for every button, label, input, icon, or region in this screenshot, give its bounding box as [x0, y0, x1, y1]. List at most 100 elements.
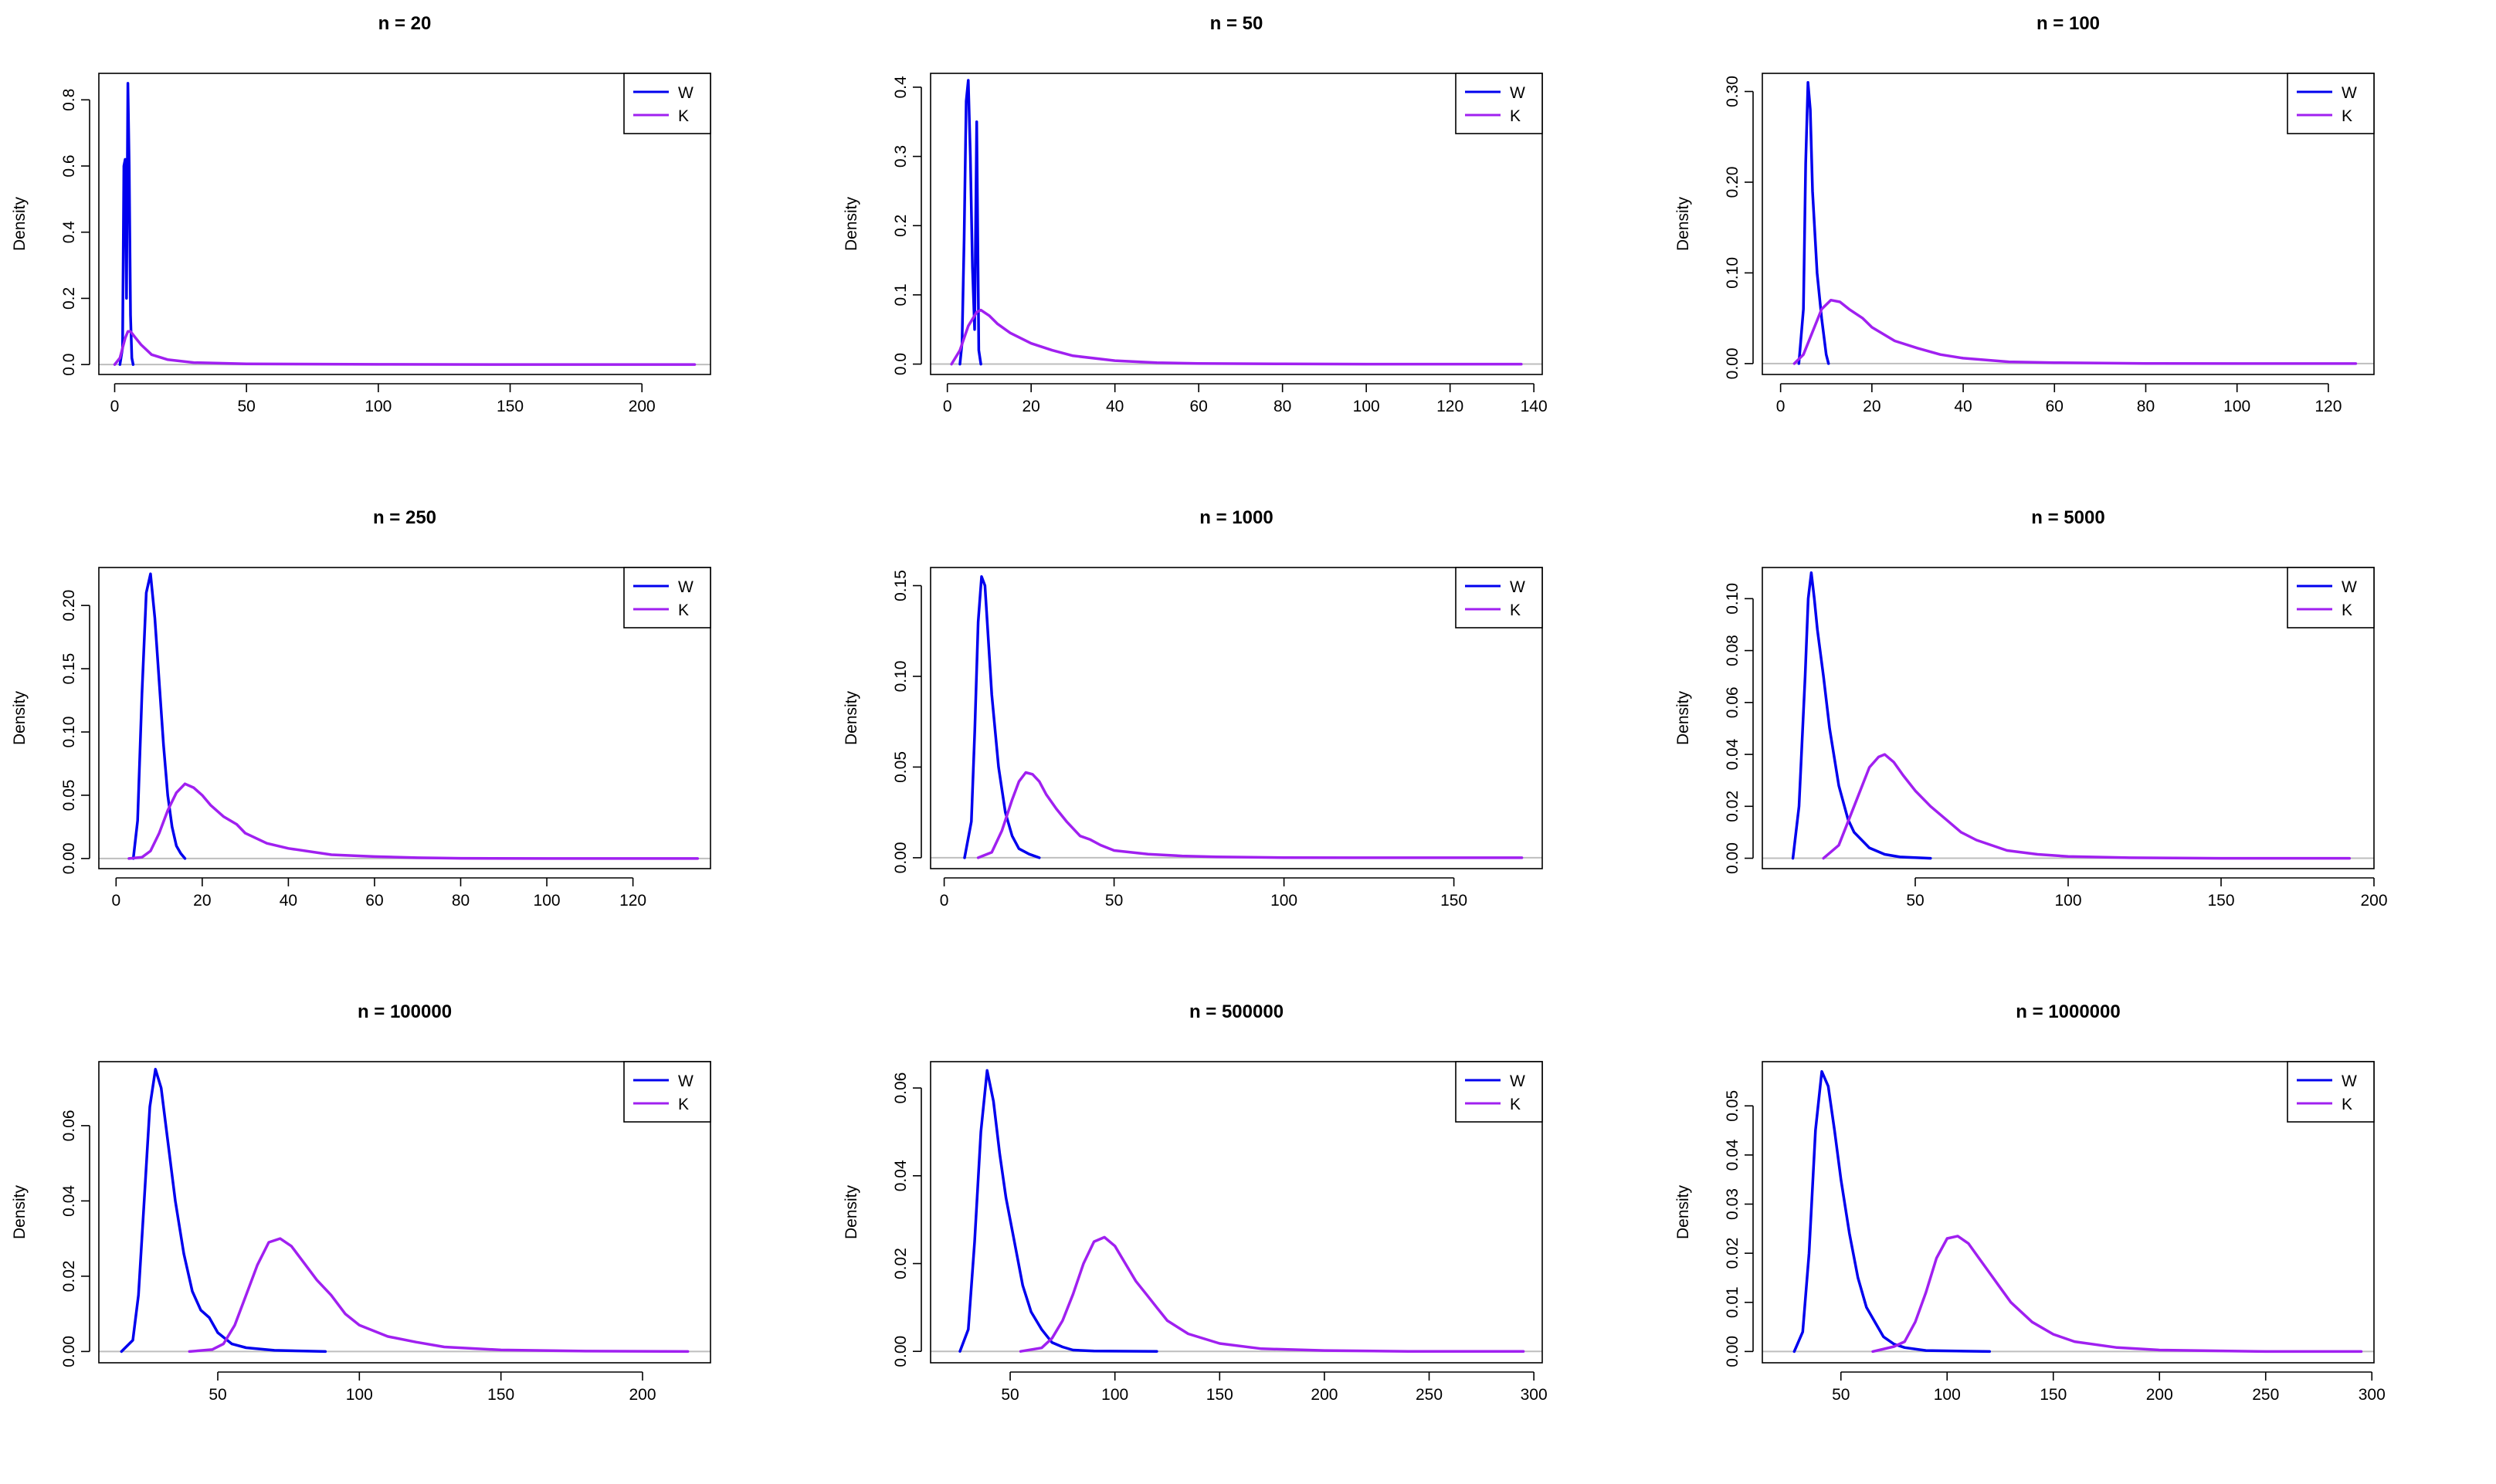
legend-label-w: W — [2342, 578, 2357, 596]
x-tick-label: 50 — [1832, 1386, 1850, 1404]
y-axis-label: Density — [1674, 196, 1692, 251]
density-plot: n = 1000000 Density 50 100 150 200 250 300 0.00 0… — [1674, 1001, 2386, 1404]
y-axis-label: Density — [11, 690, 29, 745]
x-tick-label: 80 — [1273, 398, 1291, 415]
plot-frame — [98, 73, 711, 375]
density-plot: n = 5000 Density 50 100 150 200 0.00 0.02 0.04 0.… — [1674, 507, 2388, 910]
x-tick-label: 0 — [1776, 398, 1786, 415]
y-tick-label: 0.05 — [60, 780, 78, 811]
y-tick-label: 0.4 — [60, 221, 78, 244]
x-tick-label: 40 — [1106, 398, 1124, 415]
x-tick-label: 50 — [1906, 892, 1924, 910]
x-tick-label: 40 — [1954, 398, 1972, 415]
plot-frame — [930, 567, 1543, 869]
x-tick-label: 60 — [2046, 398, 2064, 415]
x-tick-label: 50 — [209, 1386, 226, 1404]
x-tick-label: 200 — [1311, 1386, 1338, 1404]
x-tick-label: 60 — [365, 892, 383, 910]
series-line-k — [188, 1237, 690, 1354]
x-tick-label: 140 — [1521, 398, 1548, 415]
density-plot: n = 50 Density 0 20 40 60 80 100 120 140 0.0 0.1 0.2… — [843, 13, 1548, 415]
y-tick-label: 0.06 — [1724, 686, 1741, 718]
x-tick-label: 100 — [365, 398, 392, 415]
density-panel: n = 250 Density 0 20 40 60 80 100 120 0.00 0.05 0.1… — [0, 494, 832, 988]
legend-label-k: K — [2342, 601, 2352, 619]
y-tick-label: 0.06 — [60, 1110, 78, 1141]
legend-label-w: W — [1510, 1072, 1525, 1090]
x-tick-label: 250 — [2252, 1386, 2279, 1404]
legend: WK — [623, 73, 711, 134]
y-tick-label: 0.01 — [1724, 1286, 1741, 1318]
x-tick-label: 50 — [1105, 892, 1123, 910]
plot-title: n = 50 — [1210, 13, 1263, 34]
legend: WK — [2287, 1061, 2375, 1123]
legend-box — [1455, 73, 1543, 134]
legend: WK — [2287, 567, 2375, 628]
y-tick-label: 0.15 — [60, 653, 78, 685]
legend-box — [2287, 73, 2375, 134]
y-tick-label: 0.0 — [60, 354, 78, 376]
x-tick-label: 300 — [1521, 1386, 1548, 1404]
y-tick-label: 0.00 — [1724, 842, 1741, 874]
plot-title: n = 250 — [373, 507, 436, 528]
density-plot: n = 100 Density 0 20 40 60 80 100 120 0.00 0.10 0.2… — [1674, 13, 2375, 415]
series-line-k — [976, 771, 1524, 859]
y-tick-label: 0.04 — [892, 1160, 910, 1191]
x-tick-label: 100 — [534, 892, 561, 910]
x-tick-label: 50 — [1001, 1386, 1019, 1404]
y-tick-label: 0.05 — [1724, 1090, 1741, 1122]
x-tick-label: 50 — [237, 398, 255, 415]
legend: WK — [2287, 73, 2375, 134]
series-line-w — [958, 1069, 1158, 1353]
plot-title: n = 20 — [378, 13, 432, 34]
x-tick-label: 0 — [940, 892, 949, 910]
y-tick-label: 0.3 — [892, 145, 910, 168]
x-tick-label: 80 — [2137, 398, 2155, 415]
x-tick-label: 0 — [111, 892, 120, 910]
legend-box — [623, 1061, 711, 1123]
legend-label-k: K — [678, 1096, 689, 1113]
y-tick-label: 0.8 — [60, 89, 78, 111]
x-tick-label: 80 — [452, 892, 470, 910]
x-tick-label: 20 — [1863, 398, 1880, 415]
x-tick-label: 150 — [2040, 1386, 2067, 1404]
series-line-k — [113, 330, 697, 366]
plot-frame — [930, 1061, 1543, 1364]
y-tick-label: 0.00 — [892, 842, 910, 873]
plot-title: n = 100000 — [358, 1001, 452, 1022]
x-tick-label: 100 — [1270, 892, 1297, 910]
legend-label-k: K — [1510, 107, 1521, 125]
y-tick-label: 0.00 — [60, 1336, 78, 1367]
legend-label-k: K — [678, 601, 689, 619]
plot-title: n = 1000 — [1199, 507, 1273, 528]
legend-box — [623, 567, 711, 628]
legend: WK — [1455, 567, 1543, 628]
y-tick-label: 0.15 — [892, 570, 910, 601]
y-tick-label: 0.10 — [60, 717, 78, 748]
y-tick-label: 0.00 — [60, 842, 78, 874]
legend: WK — [1455, 73, 1543, 134]
series-line-w — [120, 1068, 327, 1354]
x-tick-label: 100 — [1101, 1386, 1128, 1404]
series-line-w — [963, 574, 1041, 859]
x-tick-label: 200 — [629, 1386, 656, 1404]
series-line-w — [131, 572, 187, 860]
series-line-k — [950, 308, 1523, 366]
plot-title: n = 5000 — [2031, 507, 2104, 528]
plot-frame — [1762, 1061, 2375, 1364]
series-line-k — [1822, 753, 2352, 860]
y-axis-label: Density — [11, 196, 29, 251]
x-tick-label: 20 — [193, 892, 211, 910]
series-line-w — [118, 82, 135, 366]
density-plot: n = 500000 Density 50 100 150 200 250 300 0.00 0.… — [843, 1001, 1548, 1404]
y-tick-label: 0.06 — [892, 1072, 910, 1104]
y-axis-label: Density — [843, 690, 860, 745]
x-tick-label: 0 — [943, 398, 952, 415]
x-tick-label: 120 — [1436, 398, 1463, 415]
legend-label-k: K — [1510, 601, 1521, 619]
density-plot: n = 250 Density 0 20 40 60 80 100 120 0.00 0.05 0.1… — [11, 507, 711, 910]
y-tick-label: 0.02 — [60, 1260, 78, 1292]
legend-label-k: K — [1510, 1096, 1521, 1113]
density-panel: n = 1000000 Density 50 100 150 200 250 300 0.00 0… — [1663, 988, 2495, 1482]
plot-frame — [98, 567, 711, 869]
